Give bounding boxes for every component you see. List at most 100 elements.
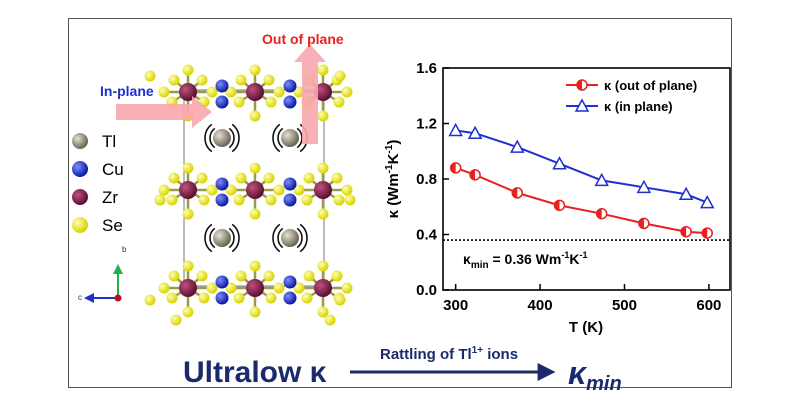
- series-line-in-plane: [455, 129, 708, 204]
- se-atom: [198, 194, 210, 206]
- legend-atom-se-label: Se: [102, 216, 123, 235]
- se-atom: [182, 64, 194, 76]
- cu-atom: [283, 95, 297, 109]
- se-atom: [265, 194, 277, 206]
- zr-atom: [314, 83, 332, 101]
- se-atom: [235, 270, 247, 282]
- se-atom: [158, 282, 170, 294]
- legend-marker-in: [574, 98, 590, 112]
- se-atom: [154, 194, 166, 206]
- se-atom: [303, 270, 315, 282]
- se-atom: [317, 110, 329, 122]
- cu-atom: [283, 79, 297, 93]
- zr-atom: [179, 181, 197, 199]
- y-tick-label: 0.4: [416, 227, 438, 244]
- se-atom: [263, 74, 275, 86]
- se-atom: [196, 74, 208, 86]
- data-point-out-of-plane: [701, 227, 713, 239]
- se-atom: [333, 96, 345, 108]
- legend-atom-tl-label: Tl: [102, 132, 116, 151]
- se-atom: [206, 86, 218, 98]
- axis-ticks: 300 400 500 600 0.0 0.4 0.8 1.2 1.6: [416, 60, 721, 314]
- se-atom: [341, 86, 353, 98]
- se-atom: [225, 86, 237, 98]
- data-point-in-plane: [594, 172, 609, 187]
- rattle-arc: [296, 227, 303, 249]
- legend-label-in: κ (in plane): [604, 99, 673, 114]
- x-tick-label: 300: [443, 297, 468, 314]
- se-atom: [334, 294, 346, 306]
- se-atom: [182, 306, 194, 318]
- se-atom: [158, 86, 170, 98]
- se-atom: [317, 260, 329, 272]
- se-atom: [196, 172, 208, 184]
- zr-atom: [246, 83, 264, 101]
- bottom-caption: Ultralow κ Rattling of Tl1+ ions κmin: [183, 345, 622, 395]
- se-atom: [206, 184, 218, 196]
- cu-atom: [215, 193, 229, 207]
- zr-atom: [314, 279, 332, 297]
- se-atom: [249, 64, 261, 76]
- y-tick-label: 0.8: [416, 171, 437, 188]
- se-atom: [273, 282, 285, 294]
- se-atom: [265, 96, 277, 108]
- se-atom: [249, 306, 261, 318]
- axis-c-label: c: [78, 293, 82, 302]
- legend-atom-se-icon: [72, 217, 88, 233]
- se-atom: [168, 270, 180, 282]
- se-atom: [144, 294, 156, 306]
- tl-atom: [281, 129, 299, 147]
- tl-atom: [281, 229, 299, 247]
- y-tick-label: 0.0: [416, 282, 437, 299]
- zr-atom: [246, 279, 264, 297]
- x-tick-label: 400: [528, 297, 553, 314]
- se-atom: [206, 282, 218, 294]
- x-tick-label: 600: [696, 297, 721, 314]
- data-point-out-of-plane: [680, 225, 692, 238]
- se-atom: [225, 184, 237, 196]
- rattle-arc: [204, 123, 213, 153]
- se-atom: [235, 172, 247, 184]
- zr-atom: [246, 181, 264, 199]
- cu-atom: [283, 275, 297, 289]
- series-markers: [448, 122, 715, 239]
- se-atom: [182, 208, 194, 220]
- se-atom: [301, 194, 313, 206]
- legend-marker-out-fill: [577, 80, 582, 90]
- se-atom: [166, 292, 178, 304]
- data-point-in-plane: [636, 179, 652, 194]
- se-atom: [331, 172, 343, 184]
- se-atom: [331, 270, 343, 282]
- data-point-out-of-plane: [638, 217, 650, 230]
- data-point-in-plane: [552, 156, 567, 170]
- se-atom: [317, 306, 329, 318]
- rattle-arc: [209, 127, 216, 149]
- atoms: [144, 64, 356, 326]
- legend-atom-tl-icon: [72, 133, 88, 149]
- se-atom: [317, 162, 329, 174]
- rattle-arc: [272, 123, 281, 153]
- se-atom: [303, 172, 315, 184]
- out-of-plane-arrow: Out of plane: [262, 31, 344, 144]
- se-atom: [273, 184, 285, 196]
- se-atom: [249, 162, 261, 174]
- a-axis-dot: [114, 294, 122, 302]
- se-atom: [233, 292, 245, 304]
- zr-atom: [179, 279, 197, 297]
- chart-legend: κ (out of plane) κ (in plane): [566, 78, 697, 114]
- se-atom: [168, 172, 180, 184]
- crystal-structure: [144, 64, 356, 326]
- se-atom: [293, 184, 305, 196]
- tl-atom: [213, 129, 231, 147]
- rattle-arc: [231, 123, 240, 153]
- data-point-out-of-plane: [553, 199, 566, 212]
- rattle-arc: [228, 227, 235, 249]
- se-atom: [196, 270, 208, 282]
- se-atom: [168, 74, 180, 86]
- se-atom: [249, 110, 261, 122]
- se-atom: [158, 184, 170, 196]
- se-atom: [344, 194, 356, 206]
- cu-atom: [215, 79, 229, 93]
- se-atom: [293, 282, 305, 294]
- data-point-in-plane: [448, 122, 463, 137]
